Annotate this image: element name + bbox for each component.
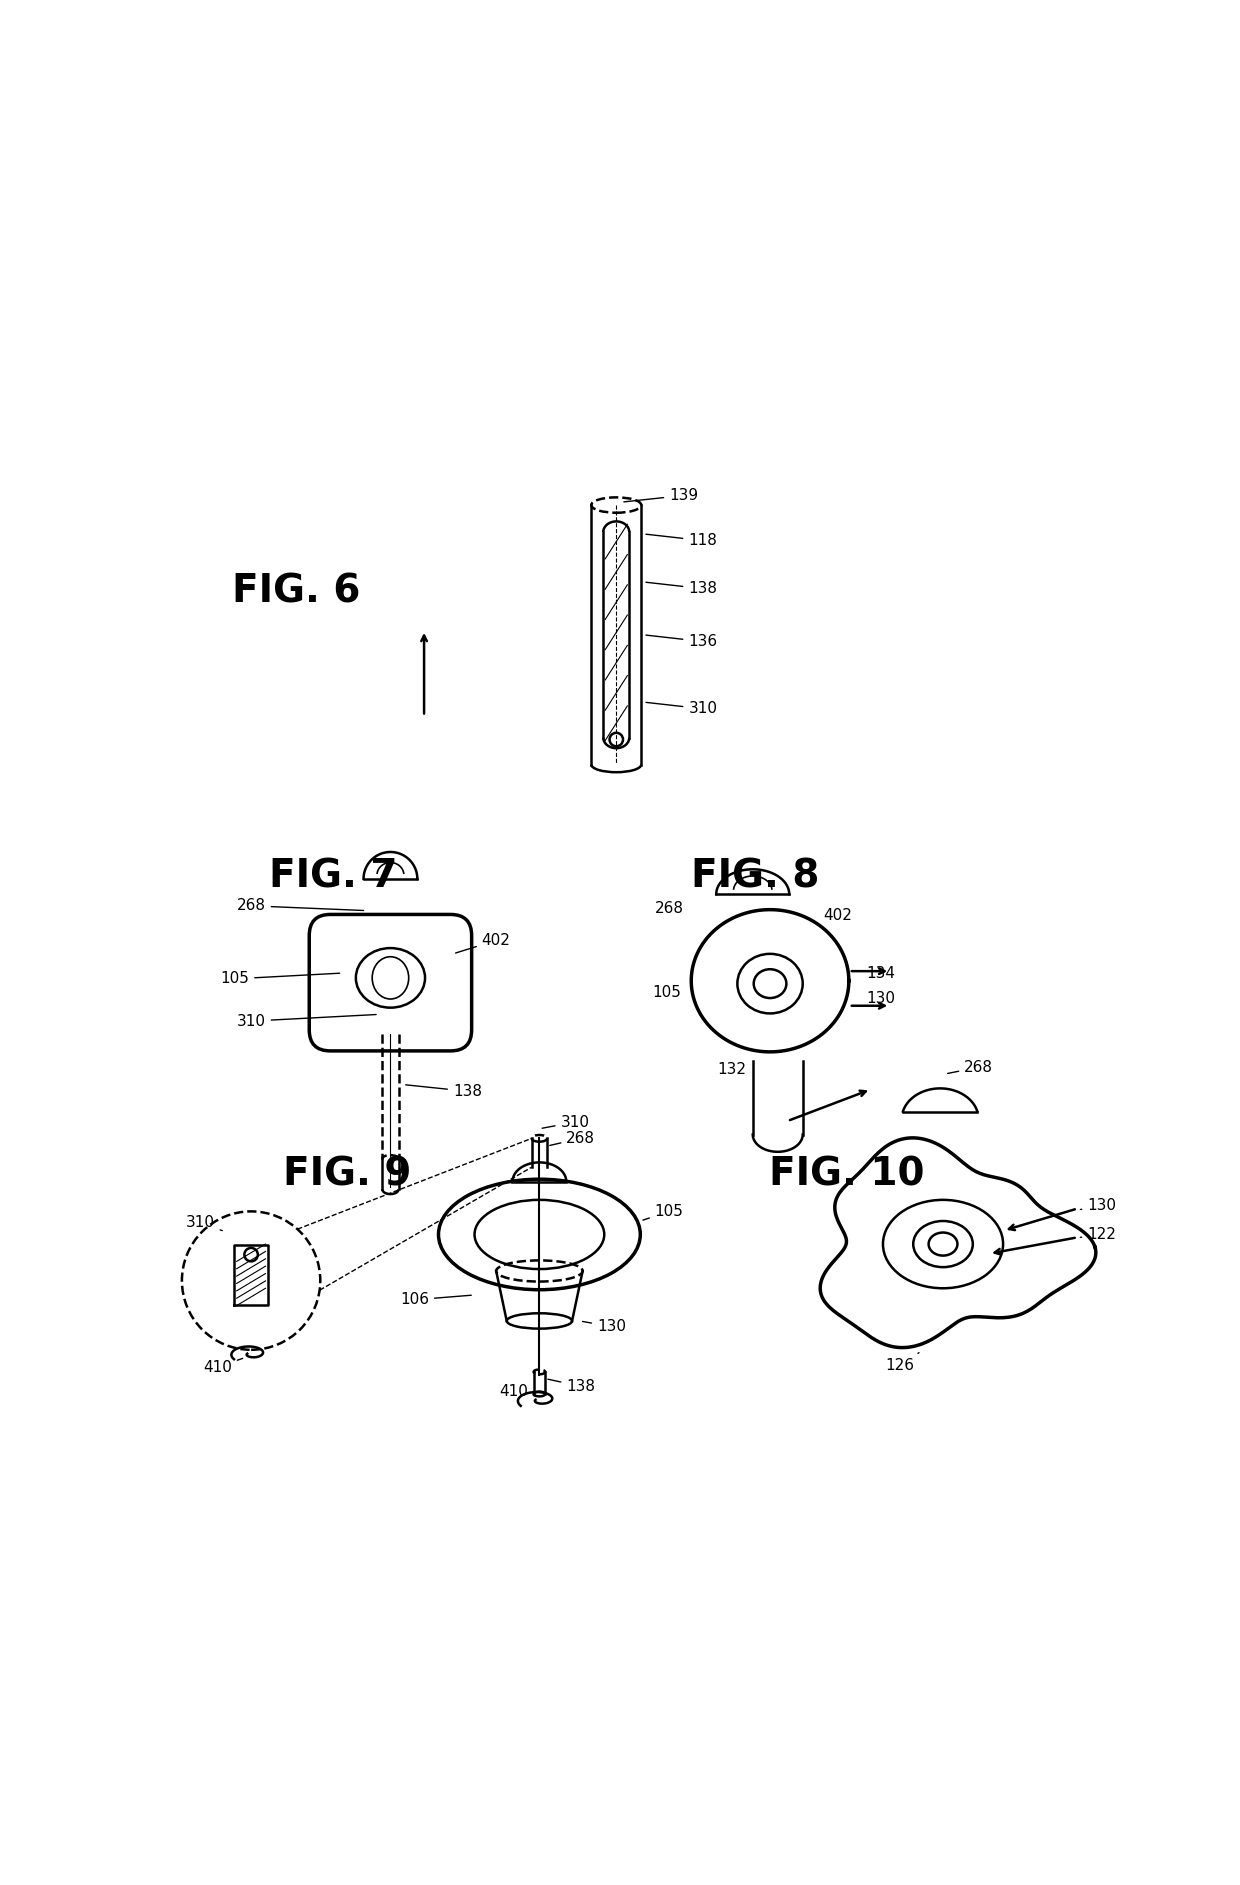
Text: 268: 268 bbox=[947, 1059, 993, 1074]
Text: 130: 130 bbox=[866, 990, 895, 1005]
Text: 402: 402 bbox=[455, 933, 511, 954]
Text: 136: 136 bbox=[646, 633, 718, 648]
Text: 130: 130 bbox=[583, 1320, 626, 1335]
Text: FIG. 6: FIG. 6 bbox=[232, 573, 361, 611]
Text: 410: 410 bbox=[203, 1359, 243, 1374]
Text: 138: 138 bbox=[405, 1084, 482, 1099]
Text: FIG. 9: FIG. 9 bbox=[283, 1156, 412, 1193]
Text: 402: 402 bbox=[823, 909, 852, 924]
Text: 310: 310 bbox=[237, 1014, 376, 1029]
Text: 118: 118 bbox=[646, 533, 717, 549]
Text: 105: 105 bbox=[221, 971, 340, 986]
Text: 138: 138 bbox=[548, 1378, 595, 1393]
Text: 122: 122 bbox=[1080, 1227, 1116, 1242]
Text: 268: 268 bbox=[655, 901, 683, 916]
Text: 410: 410 bbox=[498, 1384, 536, 1399]
Text: 105: 105 bbox=[652, 984, 682, 999]
Text: FIG. 8: FIG. 8 bbox=[692, 858, 820, 895]
Text: 310: 310 bbox=[186, 1216, 222, 1231]
Text: FIG. 10: FIG. 10 bbox=[769, 1156, 925, 1193]
Text: 132: 132 bbox=[717, 1061, 746, 1076]
Text: 268: 268 bbox=[237, 899, 363, 914]
Text: 310: 310 bbox=[646, 701, 718, 716]
Text: 310: 310 bbox=[542, 1114, 589, 1129]
Text: 138: 138 bbox=[646, 581, 718, 596]
Text: 130: 130 bbox=[1080, 1199, 1116, 1214]
Text: 139: 139 bbox=[624, 488, 698, 503]
Text: FIG. 7: FIG. 7 bbox=[269, 858, 397, 895]
Text: 106: 106 bbox=[401, 1293, 471, 1308]
Text: 134: 134 bbox=[866, 965, 895, 980]
Text: 126: 126 bbox=[885, 1353, 919, 1372]
Text: 268: 268 bbox=[549, 1131, 595, 1146]
Text: 105: 105 bbox=[642, 1205, 683, 1220]
